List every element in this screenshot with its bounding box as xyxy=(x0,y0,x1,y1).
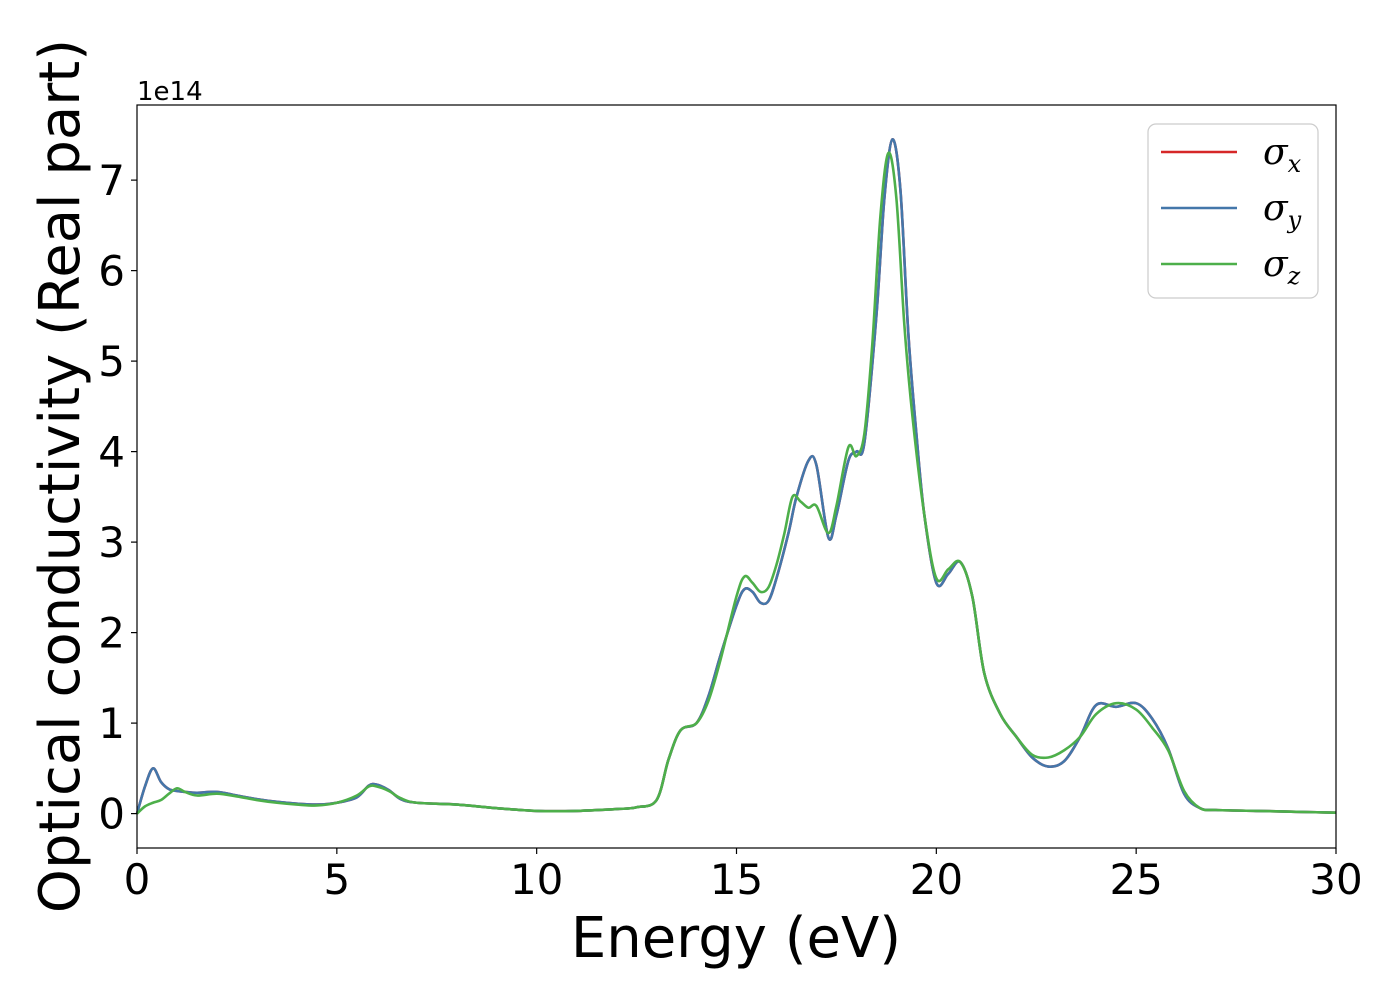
x-tick-label: 0 xyxy=(124,855,151,904)
y-tick-label: 0 xyxy=(98,790,125,839)
y-tick-label: 6 xyxy=(98,247,125,296)
y-tick-label: 7 xyxy=(98,156,125,205)
series-layer xyxy=(135,138,1337,815)
legend-label-symbol: σ xyxy=(1263,188,1289,229)
legend-label-z: σz xyxy=(1263,244,1301,290)
y-tick-label: 1 xyxy=(98,699,125,748)
legend-box xyxy=(1147,123,1319,299)
legend-label-symbol: σ xyxy=(1263,132,1289,173)
x-axis-ticks: 0 5 10 15 20 25 30 xyxy=(124,848,1363,904)
legend-label-y: σy xyxy=(1263,188,1302,234)
legend-label-subscript: z xyxy=(1287,262,1301,290)
y-axis-ticks: 0 1 2 3 4 5 6 7 xyxy=(98,156,137,839)
legend-label-x: σx xyxy=(1263,132,1302,178)
x-tick-label: 25 xyxy=(1109,855,1162,904)
y-axis-label: Optical conductivity (Real part) xyxy=(28,39,93,913)
x-tick-label: 10 xyxy=(510,855,563,904)
x-axis-label: Energy (eV) xyxy=(571,906,901,971)
y-tick-label: 3 xyxy=(98,518,125,567)
legend-label-subscript: y xyxy=(1287,206,1302,234)
y-tick-label: 5 xyxy=(98,337,125,386)
y-axis-offset-label: 1e14 xyxy=(137,77,203,107)
x-tick-label: 30 xyxy=(1309,855,1362,904)
legend-label-symbol: σ xyxy=(1263,244,1289,285)
legend-label-subscript: x xyxy=(1288,150,1302,178)
series-line-z xyxy=(136,151,1337,815)
x-tick-label: 15 xyxy=(710,855,763,904)
x-tick-label: 5 xyxy=(323,855,350,904)
y-tick-label: 4 xyxy=(98,428,125,477)
y-tick-label: 2 xyxy=(98,609,125,658)
x-tick-label: 20 xyxy=(910,855,963,904)
